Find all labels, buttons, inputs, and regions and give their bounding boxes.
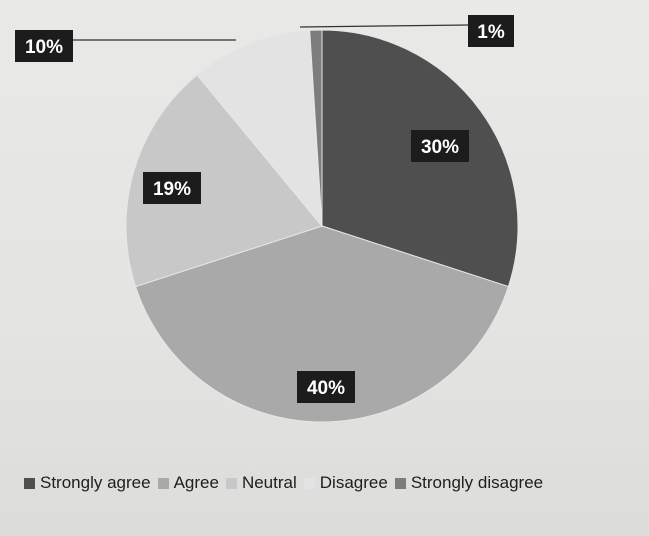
- legend-item-strongly-disagree: Strongly disagree: [394, 473, 544, 493]
- data-label-strongly-agree: 30%: [411, 130, 469, 162]
- legend-label: Disagree: [319, 473, 388, 492]
- legend-swatch: [225, 477, 237, 489]
- legend-swatch: [303, 477, 315, 489]
- data-label-box: [143, 172, 201, 204]
- legend-label: Neutral: [241, 473, 297, 492]
- legend-label: Agree: [173, 473, 219, 492]
- legend-label: Strongly agree: [40, 473, 151, 492]
- legend-item-neutral: Neutral: [225, 473, 297, 493]
- leader-lines: [73, 24, 469, 41]
- pie-slice-strongly-disagree: [309, 29, 323, 227]
- data-label-neutral: 19%: [143, 172, 201, 204]
- legend-item-strongly-agree: Strongly agree: [24, 473, 151, 493]
- pie-slices: [125, 29, 519, 423]
- data-label-box: [468, 15, 514, 47]
- pie-slice-neutral: [125, 74, 323, 288]
- legend-swatch: [157, 477, 169, 489]
- legend-item-disagree: Disagree: [303, 473, 388, 493]
- pie-slice-disagree: [196, 29, 323, 228]
- data-label-text: 10%: [25, 37, 63, 58]
- legend-label: Strongly disagree: [410, 473, 544, 492]
- data-label-agree: 40%: [297, 371, 355, 403]
- data-label-text: 30%: [421, 137, 459, 158]
- leader-line-strongly-disagree: [299, 24, 469, 28]
- data-label-box: [411, 130, 469, 162]
- data-label-box: [15, 30, 73, 62]
- data-label-text: 40%: [307, 378, 345, 399]
- data-label-text: 19%: [153, 179, 191, 200]
- legend-item-agree: Agree: [157, 473, 219, 493]
- pie-slice-agree: [134, 225, 510, 423]
- data-label-strongly-disagree: 1%: [468, 15, 514, 47]
- data-labels: 30% 40% 19% 10% 1%: [15, 15, 514, 403]
- legend-swatch: [394, 477, 406, 489]
- data-label-box: [297, 371, 355, 403]
- data-label-disagree: 10%: [15, 30, 73, 62]
- data-label-text: 1%: [477, 22, 505, 43]
- legend-swatch: [24, 477, 35, 489]
- chart-legend: Strongly agree Agree Neutral Disagree Strong…: [24, 468, 644, 498]
